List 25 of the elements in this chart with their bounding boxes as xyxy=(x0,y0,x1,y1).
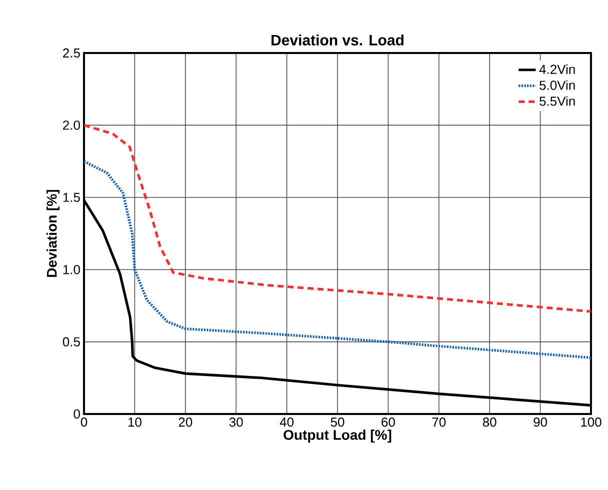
legend-label: 4.2Vin xyxy=(539,64,575,74)
x-tick-label: 90 xyxy=(534,418,548,427)
y-tick-label: 1.0 xyxy=(63,264,80,274)
y-tick-label: 1.5 xyxy=(63,192,80,202)
x-tick-label: 100 xyxy=(581,418,602,427)
x-tick-label: 70 xyxy=(432,418,446,427)
y-tick-label: 0.5 xyxy=(62,337,80,346)
y-axis-title: Deviation [%] xyxy=(46,190,60,277)
x-tick-label: 20 xyxy=(178,418,192,427)
line-series xyxy=(84,160,591,359)
x-tick-label: 80 xyxy=(482,418,496,427)
y-tick-label: 0 xyxy=(74,409,80,419)
x-tick-label: 40 xyxy=(280,418,294,427)
x-tick-label: 10 xyxy=(128,418,142,427)
y-tick-label: 2.0 xyxy=(63,120,80,130)
x-tick-label: 30 xyxy=(229,418,243,427)
x-tick-label: 50 xyxy=(330,418,344,427)
chart-title: Deviation vs. Load xyxy=(272,34,404,46)
x-axis-title: Output Load [%] xyxy=(284,430,392,443)
y-tick-label: 2.5 xyxy=(63,48,80,58)
legend-label: 5.5Vin xyxy=(540,96,575,106)
line-series xyxy=(84,124,591,313)
legend-label: 5.0Vin xyxy=(540,80,575,90)
x-tick-label: 0 xyxy=(80,418,88,427)
x-tick-label: 60 xyxy=(382,418,395,427)
